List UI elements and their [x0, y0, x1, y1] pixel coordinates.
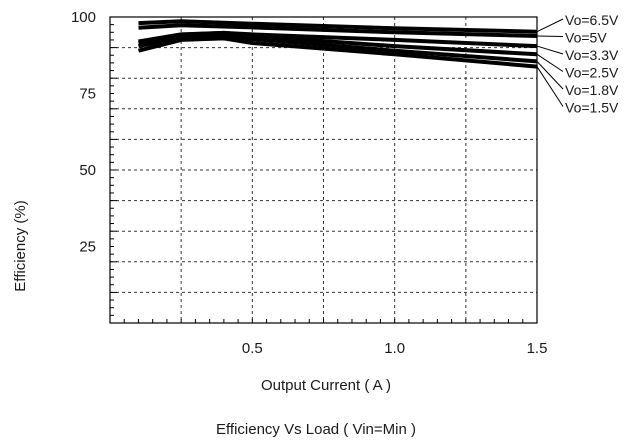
y-axis-title: Efficiency (%) [12, 200, 29, 291]
legend-label: Vo=6.5V [565, 12, 619, 28]
legend-leader-line [536, 35, 564, 37]
series-lines [138, 19, 538, 69]
y-tick-label: 75 [79, 86, 96, 103]
y-tick-label: 100 [71, 9, 96, 26]
series-line [138, 19, 538, 34]
series-line [138, 36, 538, 69]
chart-title: Efficiency Vs Load ( Vin=Min ) [216, 421, 416, 438]
x-tick-labels: 0.5 1.0 1.5 [242, 340, 548, 357]
axis-ticks [109, 16, 538, 324]
y-tick-label: 25 [79, 239, 96, 256]
legend-leader-line [536, 61, 564, 90]
legend-label: Vo=2.5V [565, 65, 619, 81]
legend-leader-line [536, 18, 564, 33]
x-axis-title: Output Current ( A ) [261, 377, 391, 394]
legend-label: Vo=3.3V [565, 47, 619, 63]
x-tick-label: 1.5 [527, 340, 548, 357]
legend-leader-line [536, 45, 564, 55]
grid-lines [110, 17, 537, 323]
legend-leader-line [536, 53, 564, 72]
x-tick-label: 0.5 [242, 340, 263, 357]
series-line [138, 30, 538, 57]
legend-label: Vo=1.8V [565, 82, 619, 98]
y-tick-labels: 100 75 50 25 [71, 9, 96, 256]
series-line [138, 23, 538, 38]
series-line [138, 34, 538, 64]
legend-leader-line [536, 66, 564, 107]
legend-label: Vo=5V [565, 30, 607, 46]
legend-label: Vo=1.5V [565, 100, 619, 116]
x-tick-label: 1.0 [384, 340, 405, 357]
y-tick-label: 50 [79, 162, 96, 179]
